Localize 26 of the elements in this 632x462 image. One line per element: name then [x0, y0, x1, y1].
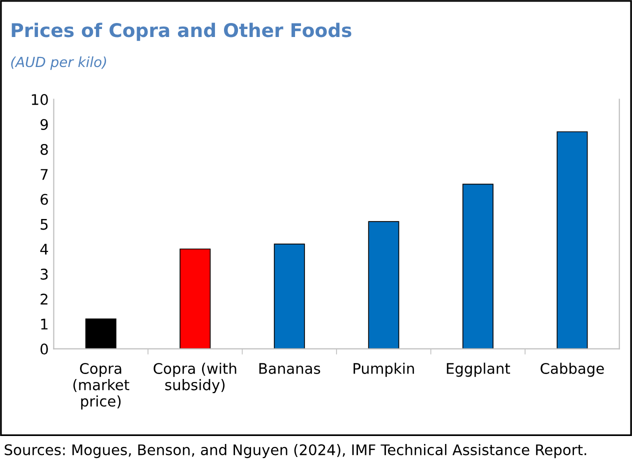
y-tick-label: 0: [40, 344, 48, 355]
x-tick-label: Eggplant: [446, 362, 510, 377]
y-tick-label: 2: [40, 294, 48, 304]
y-tick-label: 7: [40, 169, 48, 180]
y-tick-label: 10: [32, 94, 48, 106]
bar: [368, 221, 400, 349]
chart-subtitle: (AUD per kilo): [11, 56, 106, 70]
y-tick-label: 1: [41, 318, 48, 330]
bar: [180, 248, 211, 349]
x-tick-label: Copra (market price): [73, 362, 130, 410]
y-tick-label: 8: [40, 144, 48, 155]
y-tick-label: 3: [40, 268, 48, 280]
x-tick-label: Cabbage: [540, 362, 604, 377]
y-tick-label: 4: [40, 244, 48, 255]
y-tick-label: 9: [40, 118, 48, 130]
x-tick-label: Copra (with subsidy): [154, 362, 236, 394]
x-tick-label: Bananas: [259, 363, 320, 374]
bar: [85, 318, 116, 349]
bar: [274, 244, 305, 349]
bar: [462, 184, 494, 349]
source-note: Sources: Mogues, Benson, and Nguyen (2024), IMF Technical Assistance Report.: [4, 444, 586, 458]
bar: [556, 131, 588, 349]
x-tick-label: Pumpkin: [354, 362, 414, 377]
y-tick-label: 6: [40, 194, 48, 205]
chart-title: Prices of Copra and Other Foods: [12, 22, 352, 41]
y-tick-label: 5: [40, 218, 48, 230]
